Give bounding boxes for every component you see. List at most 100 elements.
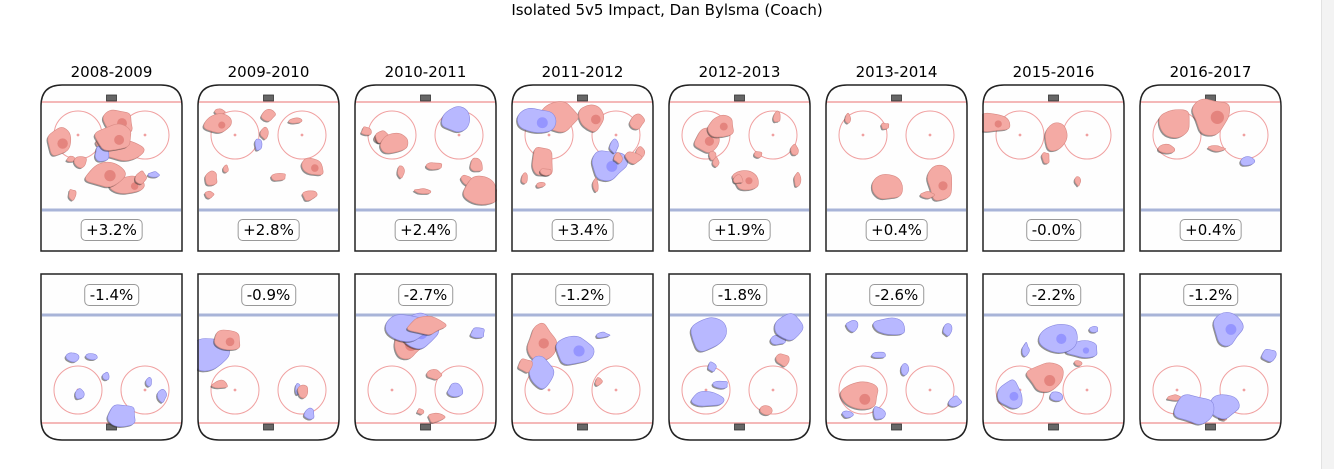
positive-peak bbox=[218, 121, 226, 129]
negative-peak bbox=[573, 345, 585, 357]
season-label: 2012-2013 bbox=[698, 63, 781, 81]
goal-net bbox=[420, 423, 431, 431]
positive-impact-zone bbox=[463, 175, 497, 205]
rink-boards bbox=[668, 84, 811, 252]
positive-peak bbox=[859, 393, 871, 405]
negative-peak bbox=[606, 160, 618, 172]
faceoff-dot bbox=[1085, 133, 1089, 137]
defense-impact-label: -1.8% bbox=[711, 284, 768, 306]
faceoff-circle bbox=[210, 365, 260, 415]
rink-boards bbox=[511, 84, 654, 252]
positive-impact-zone bbox=[539, 168, 552, 176]
faceoff-circle bbox=[838, 365, 888, 415]
goal-net bbox=[106, 94, 117, 102]
positive-impact-zone bbox=[417, 408, 425, 415]
goal-net bbox=[1205, 423, 1216, 431]
faceoff-dot bbox=[614, 133, 618, 137]
season-label: 2013-2014 bbox=[855, 63, 938, 81]
rink-boards bbox=[40, 84, 183, 252]
negative-impact-zone bbox=[873, 406, 886, 420]
faceoff-dot bbox=[143, 133, 147, 137]
offense-impact-label: +3.2% bbox=[80, 219, 143, 241]
negative-impact-zone bbox=[900, 363, 910, 376]
faceoff-dot bbox=[233, 388, 237, 392]
positive-impact-zone bbox=[297, 384, 309, 399]
positive-impact-zone bbox=[1045, 122, 1068, 152]
positive-impact-zone bbox=[302, 190, 318, 201]
positive-impact-zone bbox=[407, 316, 447, 335]
goal-net bbox=[420, 94, 431, 102]
positive-peak bbox=[938, 181, 948, 191]
positive-peak bbox=[114, 134, 125, 145]
positive-impact-zone bbox=[288, 117, 303, 124]
season-label: 2009-2010 bbox=[227, 63, 310, 81]
goal-net bbox=[263, 423, 274, 431]
negative-impact-zone bbox=[65, 352, 80, 363]
positive-impact-zone bbox=[712, 156, 720, 168]
positive-impact-zone bbox=[920, 191, 936, 199]
positive-peak bbox=[1210, 110, 1224, 124]
rink-boards bbox=[354, 273, 497, 441]
negative-impact-zone bbox=[107, 404, 136, 427]
positive-peak bbox=[538, 338, 549, 349]
positive-peak bbox=[994, 120, 1002, 128]
offense-impact-label: +0.4% bbox=[865, 219, 928, 241]
positive-impact-zone bbox=[595, 377, 603, 386]
faceoff-circle bbox=[905, 365, 955, 415]
defense-rink bbox=[825, 273, 968, 441]
positive-peak bbox=[719, 122, 728, 131]
positive-impact-zone bbox=[1158, 109, 1190, 138]
negative-impact-zone bbox=[1240, 156, 1256, 166]
faceoff-dot bbox=[547, 133, 551, 137]
offense-rink bbox=[982, 84, 1125, 252]
rink-boards bbox=[825, 273, 968, 441]
positive-peak bbox=[745, 177, 753, 185]
faceoff-dot bbox=[143, 388, 147, 392]
season-label: 2008-2009 bbox=[70, 63, 153, 81]
rink-boards bbox=[511, 273, 654, 441]
positive-impact-zone bbox=[214, 108, 226, 115]
negative-impact-zone bbox=[254, 138, 263, 151]
positive-impact-zone bbox=[428, 412, 446, 423]
offense-rink bbox=[511, 84, 654, 252]
faceoff-circle bbox=[838, 110, 888, 160]
positive-impact-zone bbox=[1074, 360, 1083, 366]
positive-impact-zone bbox=[361, 126, 372, 136]
scrollbar[interactable] bbox=[1321, 0, 1334, 469]
positive-impact-zone bbox=[425, 162, 443, 170]
negative-impact-zone bbox=[691, 391, 725, 407]
faceoff-circle bbox=[1062, 365, 1112, 415]
season-label: 2010-2011 bbox=[384, 63, 467, 81]
defense-rink bbox=[1139, 273, 1282, 441]
positive-impact-zone bbox=[592, 177, 599, 193]
defense-impact-label: -1.2% bbox=[1182, 284, 1239, 306]
faceoff-dot bbox=[547, 388, 551, 392]
positive-impact-zone bbox=[753, 151, 763, 158]
positive-impact-zone bbox=[205, 170, 218, 186]
negative-impact-zone bbox=[1089, 325, 1098, 333]
defense-rink bbox=[982, 273, 1125, 441]
faceoff-circle bbox=[591, 365, 641, 415]
positive-impact-zone bbox=[790, 143, 799, 156]
faceoff-circle bbox=[748, 365, 798, 415]
negative-peak bbox=[536, 117, 548, 129]
negative-impact-zone bbox=[1173, 394, 1215, 425]
positive-impact-zone bbox=[844, 112, 851, 124]
positive-impact-zone bbox=[135, 170, 147, 185]
offense-rink bbox=[354, 84, 497, 252]
rink-boards bbox=[1139, 84, 1282, 252]
defense-rink bbox=[197, 273, 340, 441]
positive-impact-zone bbox=[733, 174, 744, 184]
faceoff-dot bbox=[1085, 388, 1089, 392]
positive-impact-zone bbox=[773, 110, 781, 123]
negative-impact-zone bbox=[609, 138, 619, 154]
defense-impact-label: -2.7% bbox=[397, 284, 454, 306]
negative-impact-zone bbox=[872, 317, 906, 335]
faceoff-circle bbox=[367, 365, 417, 415]
faceoff-circle bbox=[277, 365, 327, 415]
rink-boards bbox=[354, 84, 497, 252]
negative-impact-zone bbox=[303, 407, 315, 420]
positive-impact-zone bbox=[426, 369, 443, 380]
rink-boards bbox=[197, 84, 340, 252]
rink-boards bbox=[1139, 273, 1282, 441]
